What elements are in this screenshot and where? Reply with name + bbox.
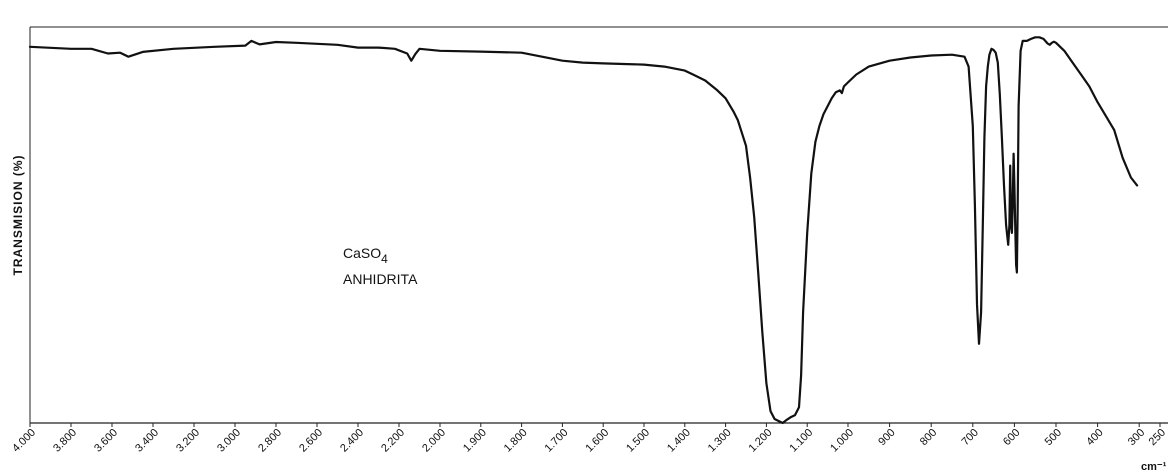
- x-tick-label: 700: [959, 427, 980, 448]
- x-tick-label: 1.200: [747, 427, 775, 455]
- x-tick-label: 1.700: [543, 427, 571, 455]
- x-tick-label: 3.400: [133, 427, 161, 455]
- x-tick-label: 2.200: [379, 427, 407, 455]
- x-tick-label: 1.100: [787, 427, 815, 455]
- x-tick-label: 1.900: [461, 427, 489, 455]
- x-tick-label: 1.500: [624, 427, 652, 455]
- x-tick-label: 1.300: [706, 427, 734, 455]
- x-tick-label: 2.000: [420, 427, 448, 455]
- x-tick-label: 600: [1001, 427, 1022, 448]
- x-tick-label: 400: [1084, 427, 1105, 448]
- x-tick-label: 1.000: [828, 427, 856, 455]
- spectrum-curve-group: [28, 36, 1139, 425]
- x-tick-label: 1.400: [665, 427, 693, 455]
- x-tick-label: 4.000: [10, 427, 38, 455]
- spectrum-line: [28, 36, 1139, 425]
- x-tick-label: 300: [1126, 427, 1147, 448]
- x-tick-group: 4.000 3.800 3.600 3.400 3.200 3.000 2.800 2.600…: [10, 423, 1168, 455]
- x-tick-label: 2.800: [256, 427, 284, 455]
- x-tick-label: 800: [918, 427, 939, 448]
- x-tick-label: 250: [1147, 427, 1168, 448]
- x-tick-label: 3.600: [92, 427, 120, 455]
- plot-frame: [29, 26, 1168, 424]
- x-tick-label: 1.600: [583, 427, 611, 455]
- x-tick-label: 3.800: [51, 427, 79, 455]
- x-tick-label: 3.200: [174, 427, 202, 455]
- x-axis-unit-label: cm⁻¹: [1141, 461, 1167, 473]
- x-tick-label: 2.600: [297, 427, 325, 455]
- x-tick-label: 900: [876, 427, 897, 448]
- annotation-compound-formula: CaSO4: [343, 245, 388, 266]
- x-tick-label: 2.400: [338, 427, 366, 455]
- x-tick-label: 3.000: [215, 427, 243, 455]
- y-axis-label: TRANSMISION (%): [11, 155, 25, 276]
- x-tick-label: 500: [1043, 427, 1064, 448]
- x-tick-label: 1.800: [502, 427, 530, 455]
- annotation-mineral-name: ANHIDRITA: [343, 271, 418, 287]
